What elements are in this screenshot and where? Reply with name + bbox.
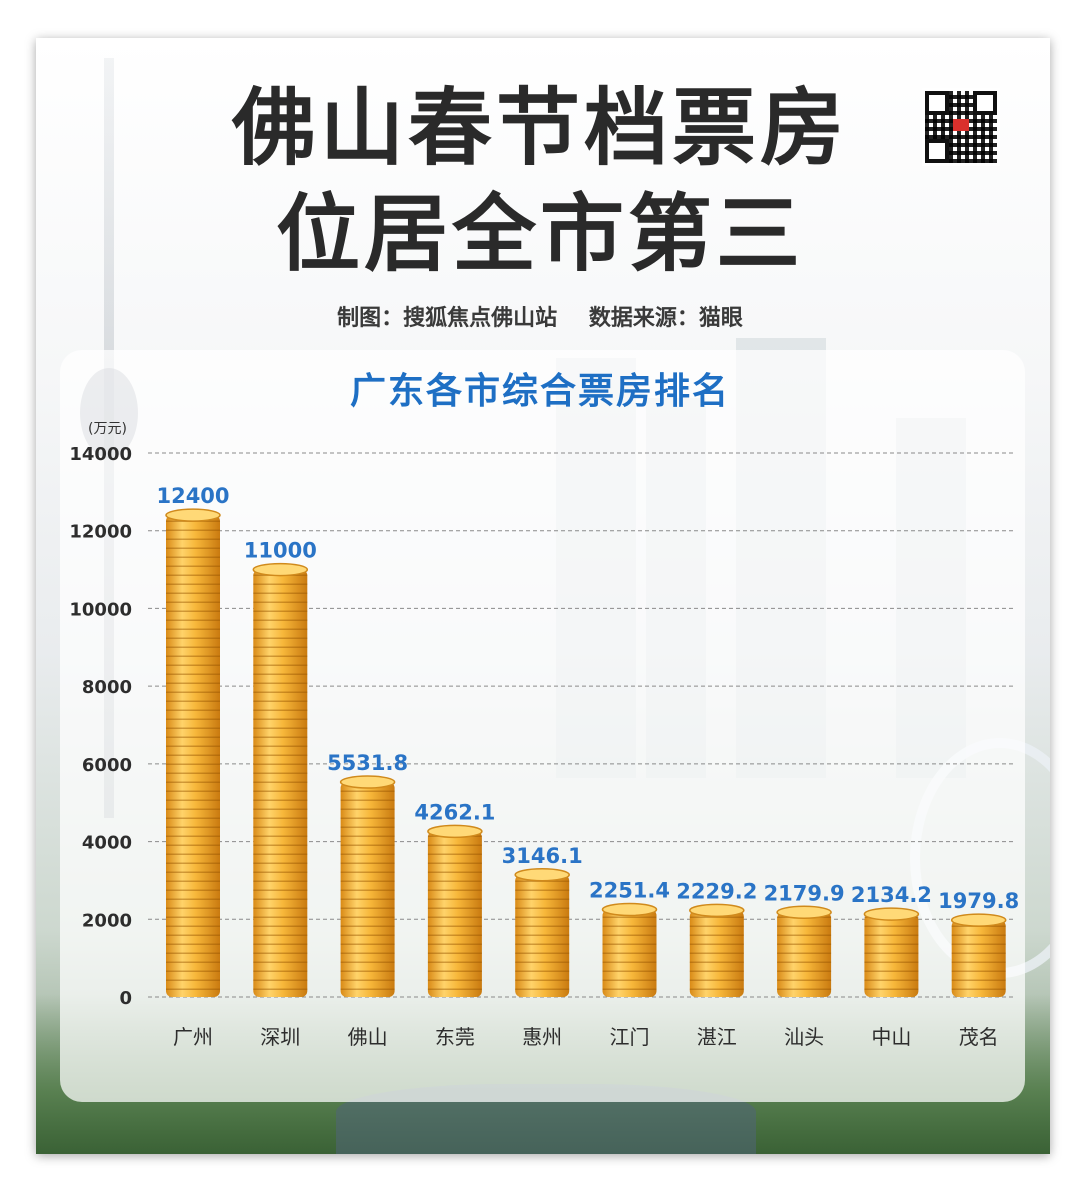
y-tick-label: 12000: [69, 522, 132, 543]
value-label: 12400: [156, 484, 229, 508]
x-tick-label: 惠州: [522, 1025, 562, 1049]
x-tick-label: 深圳: [260, 1025, 300, 1049]
value-label: 2179.9: [764, 881, 845, 905]
coin-stripes: [689, 910, 744, 997]
value-label: 2134.2: [851, 883, 932, 907]
bar-佛山: [339, 775, 396, 997]
coin-top: [427, 824, 483, 839]
coin-top: [339, 775, 396, 789]
coin-top: [776, 905, 832, 920]
unit-label: (万元): [88, 421, 127, 437]
coin-top: [252, 562, 309, 577]
bar-东莞: [427, 824, 483, 997]
y-tick-label: 10000: [69, 599, 132, 620]
coin-stripes: [951, 920, 1006, 997]
coin-stripes: [777, 912, 832, 997]
x-tick-label: 广州: [173, 1025, 213, 1049]
x-tick-label: 湛江: [697, 1025, 737, 1049]
coin-stripes: [864, 914, 919, 997]
value-label: 3146.1: [502, 844, 583, 868]
bar-惠州: [514, 868, 570, 997]
coin-top: [165, 508, 221, 522]
value-label: 11000: [244, 539, 317, 563]
y-tick-label: 6000: [82, 755, 132, 776]
x-tick-label: 汕头: [784, 1025, 824, 1049]
coin-top: [950, 913, 1007, 927]
y-tick-label: 14000: [69, 444, 132, 465]
page-title-line1: 佛山春节档票房: [231, 78, 848, 177]
coin-top: [863, 907, 920, 921]
coin-stripes: [166, 515, 220, 997]
value-label: 1979.8: [938, 889, 1019, 913]
coin-stripes: [340, 782, 395, 997]
qr-finder-icon: [973, 91, 997, 115]
value-label: 5531.8: [327, 751, 408, 775]
x-tick-label: 中山: [871, 1025, 911, 1049]
credit-maker: 制图：搜狐焦点佛山站: [337, 306, 558, 331]
credit-source: 数据来源：猫眼: [588, 306, 743, 331]
coin-stripes: [253, 569, 308, 997]
page-title-line2: 位居全市第三: [275, 184, 804, 283]
coin-stripes: [515, 874, 570, 997]
qr-finder-icon: [925, 91, 949, 115]
y-tick-label: 0: [119, 988, 132, 1009]
x-tick-label: 江门: [610, 1025, 650, 1049]
bar-中山: [863, 907, 920, 997]
coin-top: [689, 903, 745, 918]
y-tick-label: 2000: [82, 910, 132, 931]
value-label: 2251.4: [589, 879, 670, 903]
x-tick-label: 东莞: [435, 1025, 475, 1049]
credit-line: 制图：搜狐焦点佛山站 数据来源：猫眼: [0, 300, 1080, 332]
bar-深圳: [252, 562, 309, 997]
value-label: 2229.2: [676, 879, 757, 903]
bar-茂名: [950, 913, 1007, 997]
chart-title: 广东各市综合票房排名: [349, 371, 730, 412]
qr-logo-icon: [953, 119, 969, 131]
bar-湛江: [689, 903, 745, 997]
value-label: 4262.1: [414, 800, 495, 824]
coin-stripes: [602, 909, 657, 997]
bar-汕头: [776, 905, 832, 997]
y-tick-label: 8000: [82, 677, 132, 698]
y-tick-label: 4000: [82, 833, 132, 854]
bar-江门: [601, 902, 658, 997]
qr-finder-icon: [925, 139, 949, 163]
coin-stripes: [427, 831, 482, 997]
bar-广州: [165, 508, 221, 997]
x-tick-label: 茂名: [959, 1025, 999, 1049]
coin-top: [514, 868, 570, 882]
coin-top: [601, 902, 658, 917]
qr-code-icon[interactable]: [922, 88, 1000, 166]
x-tick-label: 佛山: [348, 1025, 388, 1049]
